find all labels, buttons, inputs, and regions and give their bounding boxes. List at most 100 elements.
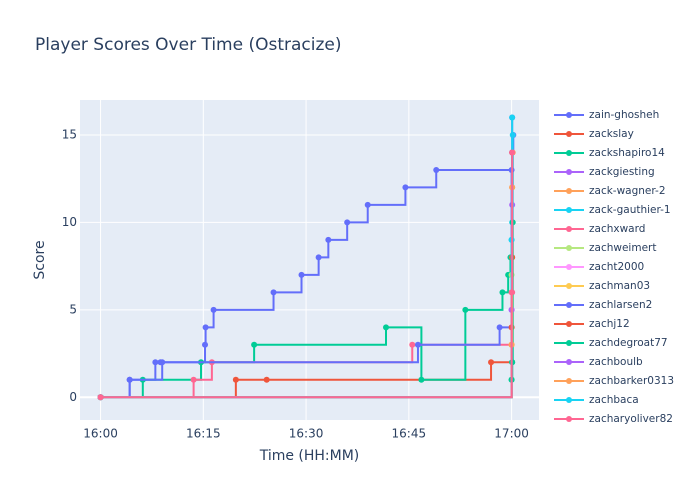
legend-swatch-marker — [566, 245, 572, 251]
legend-item[interactable]: zachbarker0313 — [554, 375, 674, 387]
data-point — [509, 114, 516, 121]
legend-label: zachlarsen2 — [589, 299, 652, 311]
legend-item[interactable]: zackgiesting — [554, 166, 655, 178]
x-tick-label: 16:30 — [289, 427, 324, 441]
legend-item[interactable]: zacht2000 — [554, 261, 644, 273]
data-point — [270, 289, 277, 296]
data-point — [488, 359, 495, 366]
legend-item[interactable]: zachj12 — [554, 318, 630, 330]
x-axis-label: Time (HH:MM) — [259, 448, 360, 464]
legend-label: zachbaca — [589, 394, 639, 406]
data-point — [509, 149, 516, 156]
legend-label: zacht2000 — [589, 261, 644, 273]
legend-label: zackslay — [589, 128, 634, 140]
legend-swatch-marker — [566, 112, 572, 118]
series-zacharyoliver82 — [97, 149, 516, 401]
legend-item[interactable]: zackshapiro14 — [554, 147, 665, 159]
legend-item[interactable]: zachdegroat77 — [554, 337, 668, 349]
legend-swatch-marker — [566, 169, 572, 175]
data-point — [414, 341, 421, 348]
legend-label: zachboulb — [589, 356, 643, 368]
data-point — [383, 324, 389, 331]
legend-swatch-marker — [566, 397, 572, 403]
legend-label: zackgiesting — [589, 166, 655, 178]
legend-item[interactable]: zachweimert — [554, 242, 656, 254]
data-point — [409, 341, 416, 348]
data-point — [433, 166, 440, 173]
data-point — [210, 306, 217, 313]
data-point — [499, 289, 506, 296]
legend[interactable]: zain-ghosheh zackslay zackshapiro14 zackgie… — [554, 109, 674, 425]
data-point — [202, 341, 209, 348]
x-tick-label: 16:45 — [392, 427, 427, 441]
legend-label: zacharyoliver82 — [589, 413, 673, 425]
series-layer — [97, 114, 517, 401]
x-tick-label: 17:00 — [494, 427, 529, 441]
data-point — [364, 201, 371, 208]
data-point — [126, 376, 133, 383]
legend-swatch-marker — [566, 359, 572, 365]
legend-label: zack-wagner-2 — [589, 185, 666, 197]
legend-swatch-marker — [566, 264, 572, 270]
data-point — [344, 219, 351, 226]
data-point — [232, 376, 239, 383]
data-point — [325, 236, 332, 243]
plot-area — [80, 100, 539, 420]
y-tick-label: 5 — [69, 302, 77, 316]
data-point — [251, 341, 258, 348]
legend-label: zachj12 — [589, 318, 630, 330]
y-axis-label: Score — [32, 240, 48, 279]
legend-label: zachdegroat77 — [589, 337, 668, 349]
legend-swatch-marker — [566, 302, 572, 308]
data-point — [418, 376, 425, 383]
y-tick-label: 10 — [62, 215, 77, 229]
data-point — [462, 306, 469, 313]
legend-item[interactable]: zachlarsen2 — [554, 299, 652, 311]
legend-label: zackshapiro14 — [589, 147, 665, 159]
data-point — [263, 376, 270, 383]
data-point — [190, 376, 197, 383]
legend-label: zachman03 — [589, 280, 650, 292]
legend-item[interactable]: zachbaca — [554, 394, 639, 406]
x-tick-labels: 16:00 16:15 16:30 16:45 17:00 — [83, 427, 529, 441]
legend-label: zachxward — [589, 223, 645, 235]
legend-item[interactable]: zacharyoliver82 — [554, 413, 673, 425]
data-point — [315, 254, 322, 261]
chart-title: Player Scores Over Time (Ostracize) — [35, 35, 342, 55]
data-point — [508, 289, 515, 296]
legend-swatch-marker — [566, 283, 572, 289]
x-tick-label: 16:15 — [186, 427, 221, 441]
legend-item[interactable]: zachxward — [554, 223, 645, 235]
data-point — [298, 271, 305, 278]
data-point — [496, 324, 503, 331]
y-tick-label: 15 — [62, 127, 77, 141]
legend-swatch-marker — [566, 131, 572, 137]
data-point — [202, 324, 209, 331]
legend-item[interactable]: zackslay — [554, 128, 634, 140]
data-point — [97, 394, 104, 401]
legend-swatch-marker — [566, 340, 572, 346]
legend-label: zachbarker0313 — [589, 375, 674, 387]
data-point — [159, 359, 166, 366]
data-point — [402, 184, 409, 191]
legend-label: zachweimert — [589, 242, 656, 254]
legend-swatch-marker — [566, 150, 572, 156]
legend-swatch-marker — [566, 416, 572, 422]
legend-item[interactable]: zachman03 — [554, 280, 650, 292]
y-tick-labels: 0 5 10 15 — [62, 127, 77, 403]
legend-item[interactable]: zack-gauthier-1 — [554, 204, 671, 216]
legend-swatch-marker — [566, 226, 572, 232]
data-point — [152, 359, 159, 366]
legend-label: zack-gauthier-1 — [589, 204, 671, 216]
legend-swatch-marker — [566, 378, 572, 384]
x-tick-label: 16:00 — [83, 427, 118, 441]
legend-item[interactable]: zachboulb — [554, 356, 643, 368]
legend-swatch-marker — [566, 207, 572, 213]
legend-swatch-marker — [566, 188, 572, 194]
legend-item[interactable]: zack-wagner-2 — [554, 185, 666, 197]
y-tick-label: 0 — [69, 390, 77, 404]
legend-item[interactable]: zain-ghosheh — [554, 109, 659, 121]
legend-swatch-marker — [566, 321, 572, 327]
